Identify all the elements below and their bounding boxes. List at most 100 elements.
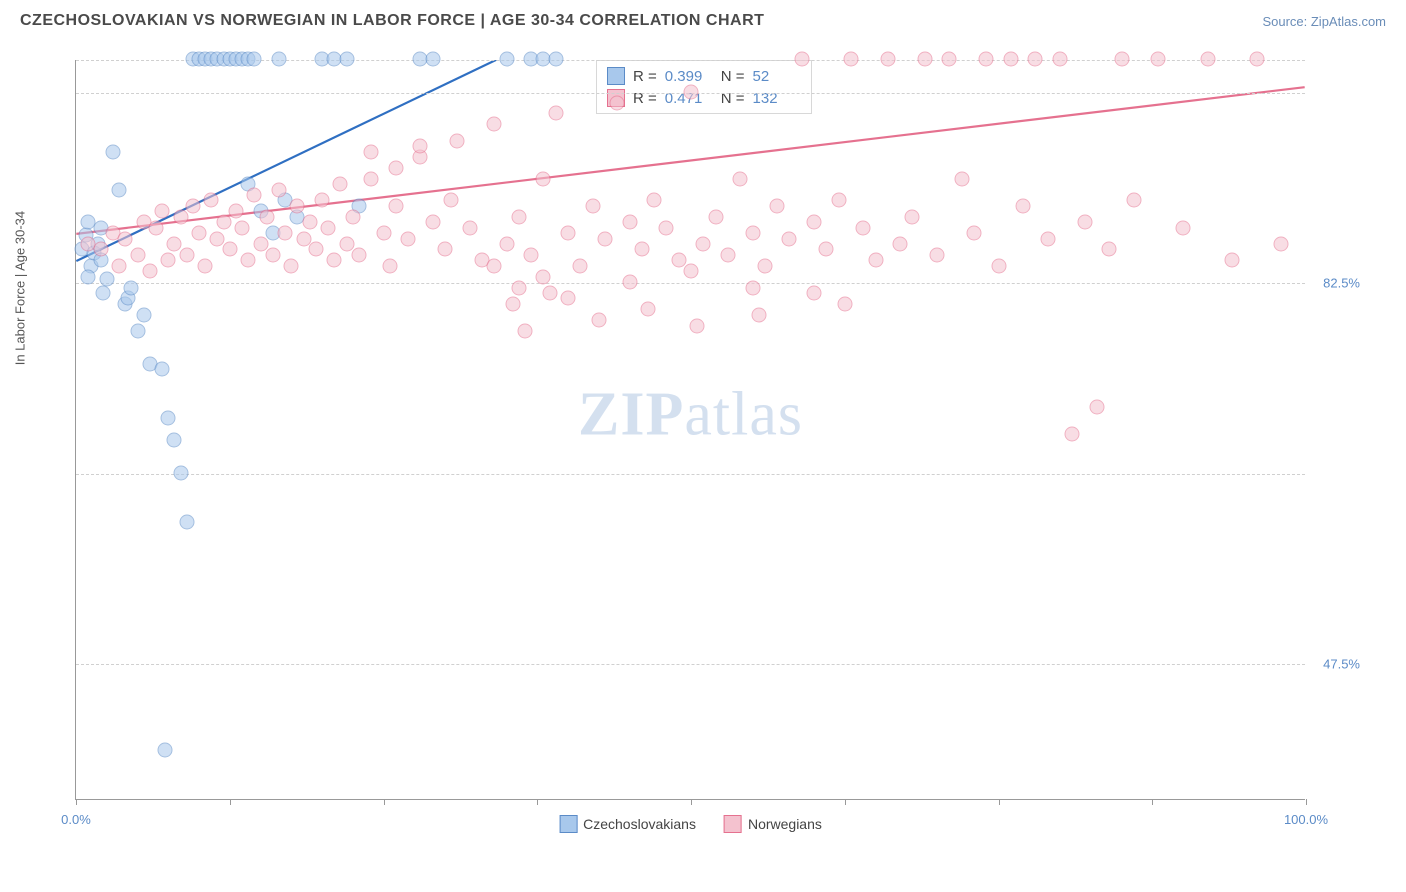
- scatter-point-series-1: [167, 237, 182, 252]
- scatter-point-series-1: [142, 264, 157, 279]
- scatter-point-series-1: [173, 209, 188, 224]
- y-tick-label: 82.5%: [1323, 276, 1360, 291]
- scatter-point-series-0: [99, 271, 114, 286]
- scatter-point-series-1: [1249, 52, 1264, 67]
- scatter-point-series-1: [1176, 220, 1191, 235]
- legend-swatch-1: [724, 815, 742, 833]
- watermark: ZIPatlas: [578, 379, 803, 450]
- scatter-point-series-0: [179, 514, 194, 529]
- scatter-point-series-1: [610, 95, 625, 110]
- x-tick: [1152, 799, 1153, 805]
- scatter-point-series-1: [444, 193, 459, 208]
- scatter-point-series-1: [868, 253, 883, 268]
- scatter-point-series-1: [192, 226, 207, 241]
- scatter-point-series-1: [450, 133, 465, 148]
- scatter-point-series-1: [979, 52, 994, 67]
- scatter-point-series-1: [856, 220, 871, 235]
- scatter-point-series-1: [462, 220, 477, 235]
- scatter-point-series-1: [1003, 52, 1018, 67]
- scatter-point-series-1: [222, 242, 237, 257]
- x-tick-label: 100.0%: [1284, 812, 1328, 827]
- scatter-point-series-1: [259, 209, 274, 224]
- scatter-point-series-1: [991, 258, 1006, 273]
- scatter-point-series-0: [96, 285, 111, 300]
- x-tick: [537, 799, 538, 805]
- stats-row-series-1: R = 0.471 N = 132: [607, 87, 801, 109]
- scatter-point-series-1: [831, 193, 846, 208]
- scatter-point-series-1: [880, 52, 895, 67]
- trend-line-series-0: [76, 60, 518, 261]
- scatter-point-series-1: [271, 182, 286, 197]
- chart-container: In Labor Force | Age 30-34 ZIPatlas R = …: [50, 50, 1370, 820]
- scatter-point-series-1: [505, 296, 520, 311]
- scatter-point-series-1: [511, 280, 526, 295]
- scatter-point-series-1: [278, 226, 293, 241]
- scatter-point-series-1: [893, 237, 908, 252]
- scatter-point-series-1: [210, 231, 225, 246]
- gridline-h: [76, 664, 1305, 665]
- scatter-point-series-1: [794, 52, 809, 67]
- scatter-point-series-1: [388, 198, 403, 213]
- scatter-point-series-0: [339, 52, 354, 67]
- scatter-point-series-1: [1225, 253, 1240, 268]
- scatter-point-series-1: [321, 220, 336, 235]
- scatter-point-series-1: [807, 285, 822, 300]
- scatter-point-series-0: [247, 52, 262, 67]
- trend-lines-svg: [76, 60, 1305, 799]
- scatter-point-series-1: [382, 258, 397, 273]
- scatter-point-series-1: [745, 226, 760, 241]
- scatter-point-series-1: [198, 258, 213, 273]
- scatter-point-series-1: [905, 209, 920, 224]
- scatter-point-series-1: [1077, 215, 1092, 230]
- scatter-point-series-1: [413, 139, 428, 154]
- scatter-point-series-1: [696, 237, 711, 252]
- scatter-point-series-1: [155, 204, 170, 219]
- scatter-point-series-1: [487, 258, 502, 273]
- scatter-point-series-1: [917, 52, 932, 67]
- scatter-point-series-1: [966, 226, 981, 241]
- scatter-point-series-1: [1053, 52, 1068, 67]
- scatter-point-series-0: [161, 411, 176, 426]
- scatter-point-series-1: [315, 193, 330, 208]
- legend-item-0: Czechoslovakians: [559, 815, 696, 833]
- scatter-point-series-1: [290, 198, 305, 213]
- scatter-point-series-1: [265, 247, 280, 262]
- scatter-point-series-1: [524, 247, 539, 262]
- scatter-point-series-1: [536, 269, 551, 284]
- x-tick: [845, 799, 846, 805]
- legend-label-0: Czechoslovakians: [583, 816, 696, 832]
- x-tick: [384, 799, 385, 805]
- scatter-point-series-1: [807, 215, 822, 230]
- scatter-point-series-1: [345, 209, 360, 224]
- scatter-point-series-1: [228, 204, 243, 219]
- scatter-point-series-1: [499, 237, 514, 252]
- legend-bottom: Czechoslovakians Norwegians: [559, 815, 822, 833]
- x-tick: [230, 799, 231, 805]
- scatter-point-series-1: [782, 231, 797, 246]
- scatter-point-series-1: [819, 242, 834, 257]
- scatter-point-series-1: [1126, 193, 1141, 208]
- scatter-point-series-1: [388, 160, 403, 175]
- scatter-point-series-1: [204, 193, 219, 208]
- scatter-point-series-1: [308, 242, 323, 257]
- scatter-point-series-1: [751, 307, 766, 322]
- scatter-point-series-1: [585, 198, 600, 213]
- scatter-point-series-1: [351, 247, 366, 262]
- scatter-point-series-1: [1102, 242, 1117, 257]
- scatter-point-series-1: [364, 144, 379, 159]
- gridline-h: [76, 283, 1305, 284]
- scatter-point-series-1: [93, 242, 108, 257]
- chart-title: CZECHOSLOVAKIAN VS NORWEGIAN IN LABOR FO…: [20, 12, 764, 30]
- scatter-point-series-1: [573, 258, 588, 273]
- scatter-point-series-1: [1016, 198, 1031, 213]
- scatter-point-series-1: [241, 253, 256, 268]
- scatter-point-series-1: [622, 215, 637, 230]
- scatter-point-series-1: [185, 198, 200, 213]
- scatter-point-series-1: [561, 291, 576, 306]
- scatter-point-series-0: [81, 269, 96, 284]
- scatter-point-series-1: [284, 258, 299, 273]
- scatter-point-series-0: [548, 52, 563, 67]
- scatter-point-series-1: [622, 275, 637, 290]
- scatter-point-series-0: [499, 52, 514, 67]
- scatter-point-series-1: [591, 313, 606, 328]
